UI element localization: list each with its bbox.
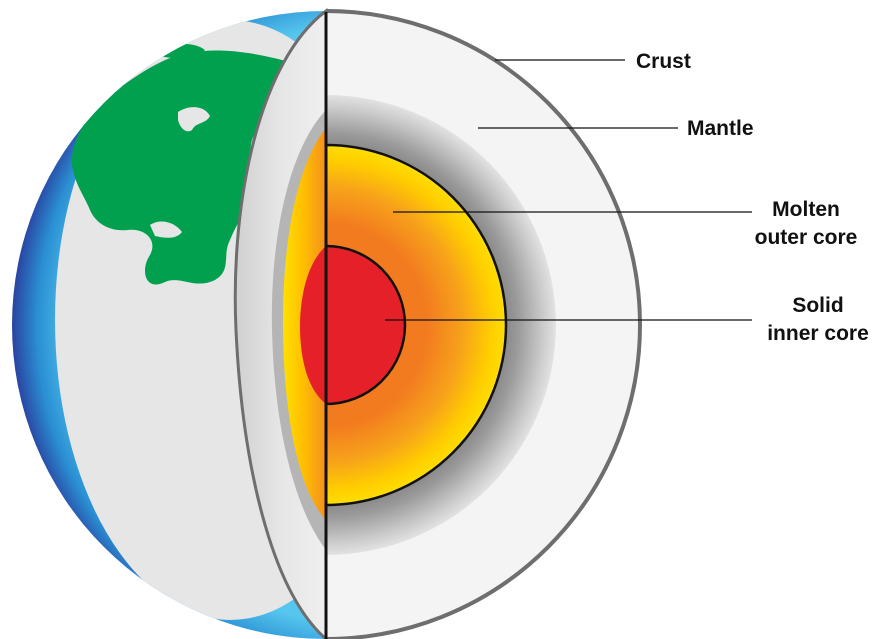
cross-section [233,8,642,639]
inner-core-label-line2: inner core [767,322,869,345]
outer-core [324,143,508,507]
crust-label: Crust [636,50,691,73]
cut-face-inner-core [300,246,326,404]
great-lakes [150,221,182,238]
inner-core [324,244,407,406]
crust-outline [325,9,642,639]
mantle-label: Mantle [687,117,754,140]
inner-core-label-line1: Solid [792,294,843,317]
hudson-bay [178,107,210,132]
outer-core-label-line1: Molten [772,198,840,221]
leader-lines [385,59,752,321]
outer-core-label-line2: outer core [755,226,858,249]
continent-landmass [71,50,300,285]
mantle-outer-band [326,11,640,639]
